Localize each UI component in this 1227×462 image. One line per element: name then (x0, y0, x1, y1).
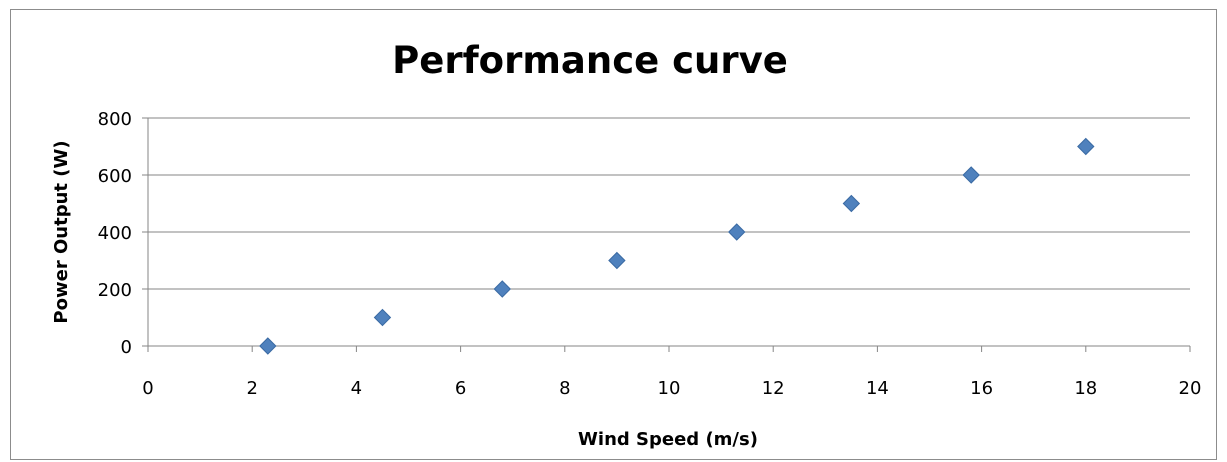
data-point-0-6 (962, 166, 980, 184)
tick-label-x-20: 20 (1179, 378, 1202, 399)
tick-label-y-600: 600 (98, 166, 132, 187)
x-axis-title: Wind Speed (m/s) (578, 429, 758, 450)
tick-label-y-400: 400 (98, 223, 132, 244)
tick-labels: 0 200 400 600 800 0 2 4 6 8 10 12 14 16 18 20 (98, 109, 1202, 399)
tick-label-y-0: 0 (121, 337, 132, 358)
tick-label-x-4: 4 (351, 378, 362, 399)
tick-label-x-12: 12 (762, 378, 785, 399)
tick-label-x-18: 18 (1074, 378, 1097, 399)
chart-area (10, 9, 1217, 460)
y-axis-title: Power Output (W) (51, 140, 72, 323)
gridlines (148, 117, 1190, 290)
tick-label-y-200: 200 (98, 280, 132, 301)
data-point-0-3 (608, 251, 626, 270)
data-point-0-4 (728, 223, 746, 241)
chart-title: Performance curve (392, 39, 788, 82)
tick-label-x-8: 8 (559, 378, 570, 399)
tick-label-x-6: 6 (455, 378, 466, 399)
tick-label-y-800: 800 (98, 109, 132, 130)
data-point-0-0 (259, 337, 277, 355)
tick-label-x-10: 10 (658, 378, 681, 399)
tick-label-x-2: 2 (246, 378, 257, 399)
tick-label-x-14: 14 (866, 378, 889, 399)
data-point-0-7 (1077, 137, 1095, 156)
data-point-0-1 (373, 308, 392, 327)
tick-label-x-16: 16 (970, 378, 993, 399)
data-points (259, 137, 1095, 355)
data-point-0-5 (842, 194, 861, 213)
data-point-0-2 (493, 280, 511, 298)
axes (142, 117, 1191, 352)
tick-label-x-0: 0 (142, 378, 153, 399)
